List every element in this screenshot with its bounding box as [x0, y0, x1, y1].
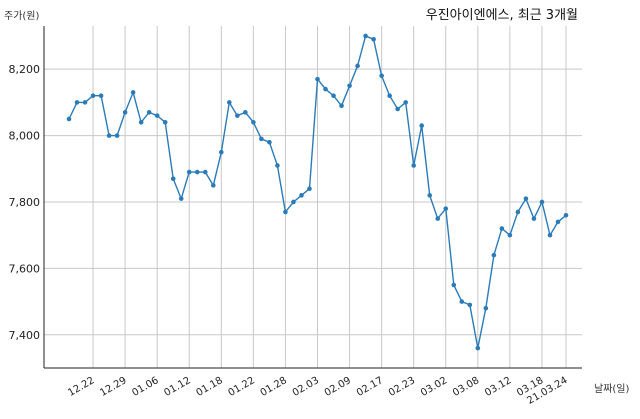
data-point	[555, 219, 561, 225]
data-point	[435, 216, 441, 221]
data-point	[395, 106, 400, 112]
data-point	[154, 113, 160, 118]
data-point	[515, 209, 521, 215]
data-point	[499, 226, 505, 231]
data-point	[138, 119, 144, 125]
x-tick-label: 02.09	[323, 375, 353, 399]
data-point	[539, 199, 545, 205]
data-point	[275, 163, 280, 168]
data-point	[467, 302, 473, 308]
series	[66, 33, 569, 351]
data-point	[387, 93, 392, 99]
data-point	[202, 169, 208, 175]
data-point	[170, 176, 176, 182]
data-point	[451, 282, 457, 288]
x-tick-labels: 12.22 12.29 01.06 01.12 01.18 01.22 01.28 02.03…	[66, 375, 569, 407]
x-tick-label: 03.12	[483, 375, 513, 399]
data-point	[130, 90, 136, 95]
data-point	[162, 119, 168, 125]
data-point	[379, 73, 384, 79]
chart-title: 우진아이엔에스, 최근 3개월	[426, 8, 578, 23]
data-point	[363, 33, 368, 39]
data-point	[74, 100, 80, 105]
data-point	[419, 123, 425, 128]
x-tick-label: 01.12	[162, 375, 192, 399]
data-point	[427, 193, 433, 198]
data-point	[178, 196, 184, 201]
data-point	[331, 93, 336, 99]
y-tick-label: 7,400	[9, 329, 41, 342]
data-point	[259, 136, 264, 142]
x-tick-label: 02.17	[355, 375, 385, 399]
data-point	[563, 212, 569, 218]
x-tick-label: 01.22	[227, 375, 257, 399]
data-point	[219, 149, 224, 155]
data-point	[547, 232, 553, 238]
data-point	[291, 199, 296, 205]
data-point	[186, 169, 192, 175]
x-tick-label: 12.29	[98, 375, 128, 399]
data-point	[491, 252, 497, 258]
x-tick-label: 01.06	[130, 375, 160, 399]
x-axis-label: 날짜(일)	[594, 383, 630, 395]
data-point	[194, 169, 200, 175]
data-point	[475, 345, 481, 351]
data-point	[251, 119, 256, 125]
data-point	[483, 305, 489, 311]
x-tick-label: 02.23	[387, 375, 417, 399]
data-point	[443, 206, 449, 211]
y-tick-label: 7,800	[9, 196, 41, 209]
data-point	[267, 139, 272, 145]
data-point	[315, 76, 320, 82]
data-point	[347, 83, 352, 89]
data-point	[371, 36, 376, 42]
data-point	[307, 186, 312, 191]
data-point	[227, 100, 232, 105]
x-tick-label: 02.03	[291, 375, 321, 399]
data-point	[114, 133, 120, 138]
data-point	[299, 193, 304, 198]
data-point	[210, 183, 216, 188]
y-axis-label: 주가(원)	[4, 10, 40, 22]
data-point	[531, 216, 537, 221]
data-point	[323, 86, 328, 92]
data-point	[411, 163, 416, 168]
data-point	[243, 110, 248, 115]
data-point	[507, 232, 513, 238]
data-point	[339, 103, 344, 108]
axes	[43, 26, 582, 369]
data-point	[283, 209, 288, 215]
data-point	[459, 299, 465, 304]
data-point	[98, 93, 104, 99]
x-tick-label: 01.28	[259, 375, 289, 399]
data-point	[146, 110, 152, 115]
data-point	[82, 100, 88, 105]
data-point	[66, 116, 72, 122]
x-tick-label: 12.22	[66, 375, 96, 399]
data-point	[235, 113, 240, 118]
y-tick-label: 8,200	[9, 63, 41, 76]
y-tick-label: 8,000	[9, 130, 41, 143]
y-tick-label: 7,600	[9, 262, 41, 275]
y-tick-labels: 7,400 7,600 7,800 8,000 8,200	[9, 63, 41, 342]
data-point	[106, 133, 112, 138]
data-point	[90, 93, 96, 99]
x-tick-label: 03.08	[451, 375, 481, 399]
grid	[44, 26, 582, 368]
x-tick-label: 03.02	[419, 375, 449, 399]
data-point	[122, 110, 128, 115]
data-point	[355, 63, 360, 69]
data-point	[403, 100, 408, 105]
x-tick-label: 01.18	[195, 375, 225, 399]
data-point	[523, 196, 529, 201]
